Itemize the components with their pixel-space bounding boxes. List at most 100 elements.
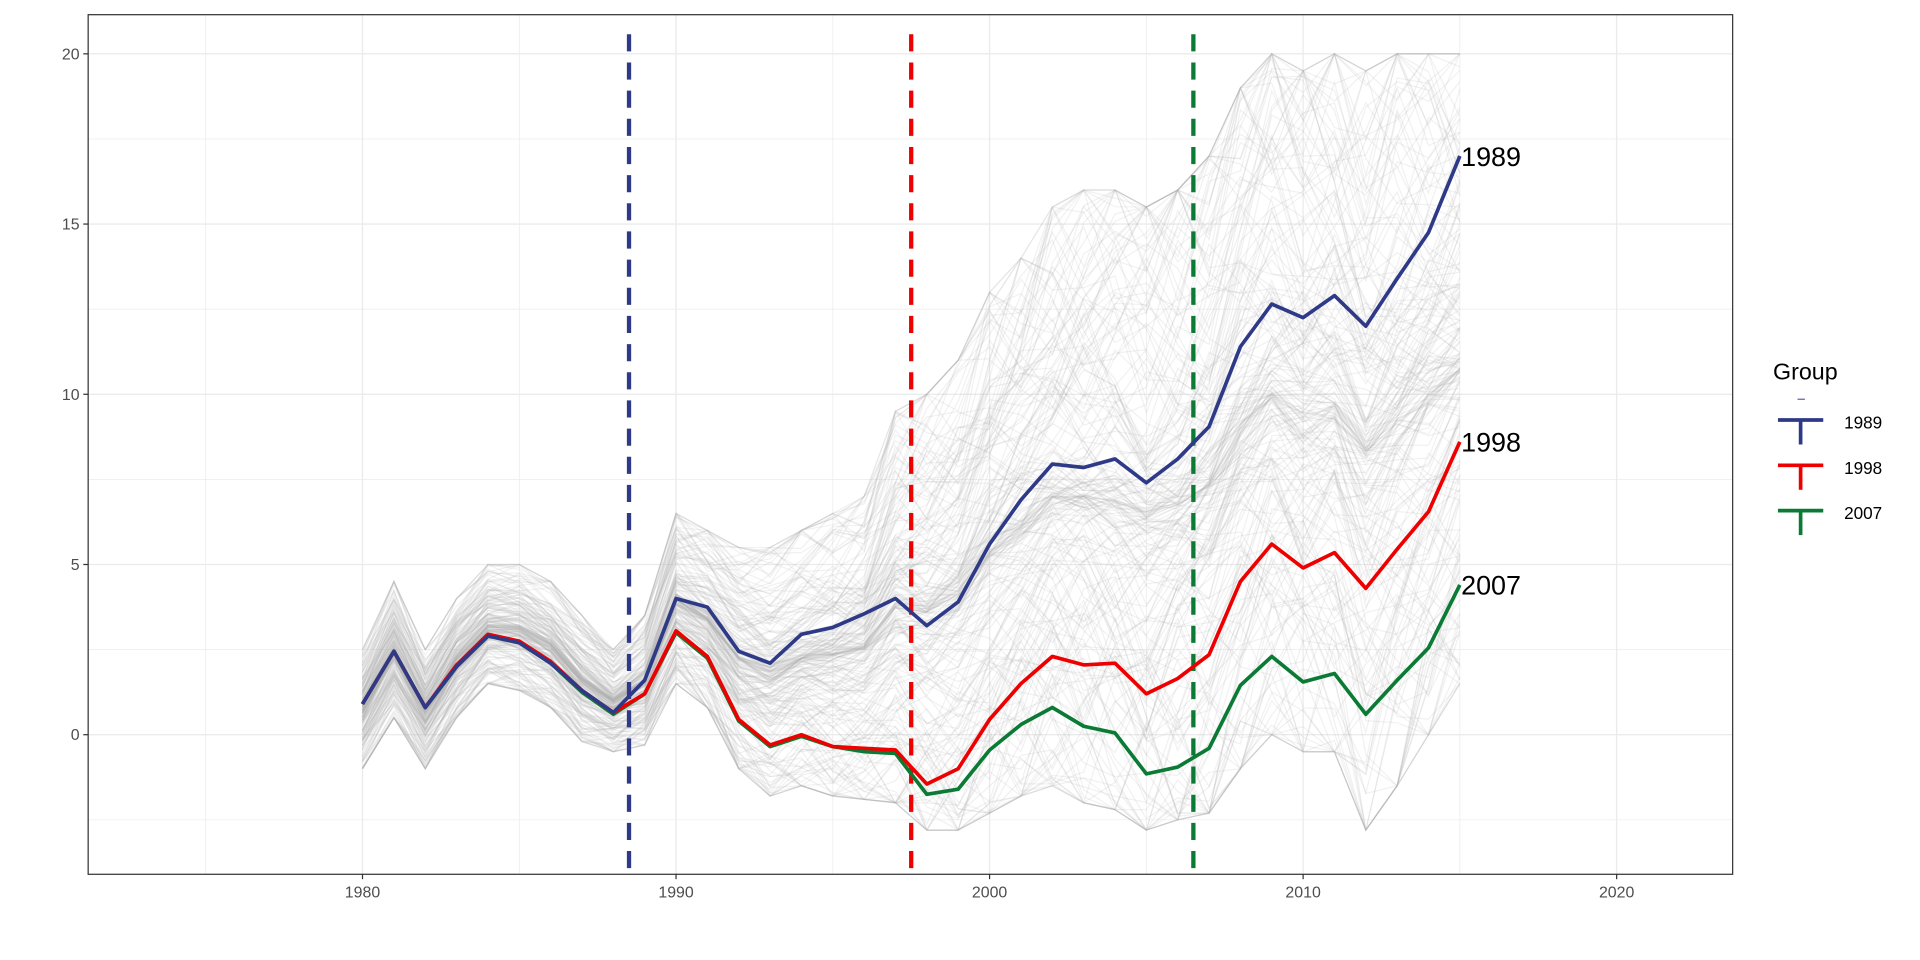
simulation-line xyxy=(361,82,1460,711)
simulation-line xyxy=(361,243,1461,711)
simulation-line xyxy=(361,228,1461,713)
y-tick-label: 15 xyxy=(62,217,80,234)
grid xyxy=(88,14,1733,875)
simulation-line xyxy=(361,372,1461,697)
legend-item-2007: 2007 xyxy=(1777,503,1882,536)
simulation-line xyxy=(361,356,1461,797)
simulation-line xyxy=(361,53,1461,708)
simulation-line xyxy=(361,460,1461,832)
legend-label: 2007 xyxy=(1844,503,1882,523)
y-tick-label: 0 xyxy=(71,727,80,744)
x-axis: 1980 1990 2000 2010 2020 xyxy=(345,874,1635,902)
simulation-line xyxy=(361,587,1461,832)
simulation-line xyxy=(361,368,1461,666)
simulation-line xyxy=(361,317,1461,669)
simulation-line xyxy=(361,232,1461,701)
simulation-line xyxy=(361,567,1461,832)
simulation-line xyxy=(361,52,1461,693)
simulation-line xyxy=(361,419,1461,793)
simulation-line xyxy=(361,447,1461,797)
simulation-line xyxy=(361,396,1461,720)
simulation-line xyxy=(361,52,1461,711)
simulation-line xyxy=(361,291,1461,730)
simulation-line xyxy=(361,53,1461,723)
simulation-line xyxy=(361,102,1461,702)
simulation-line xyxy=(361,379,1461,832)
simulation-line xyxy=(361,520,1461,819)
simulation-line xyxy=(361,352,1461,702)
y-axis: 0 5 10 15 20 xyxy=(62,46,89,744)
simulation-line xyxy=(361,476,1461,760)
legend-item-1989: 1989 xyxy=(1777,413,1882,445)
simulation-line xyxy=(361,166,1461,705)
simulation-line xyxy=(361,202,1461,705)
simulation-line xyxy=(361,527,1461,831)
simulation-line xyxy=(361,553,1461,821)
simulation-line xyxy=(361,552,1461,831)
legend: Group 1989 1998 2007 xyxy=(1773,359,1882,536)
legend-title: Group xyxy=(1773,359,1838,385)
simulation-line xyxy=(361,86,1461,705)
simulation-line xyxy=(361,208,1461,676)
simulation-line xyxy=(361,205,1461,673)
x-tick-label: 1980 xyxy=(345,885,381,902)
simulation-line xyxy=(361,403,1461,814)
simulation-line xyxy=(361,417,1461,728)
simulation-line xyxy=(361,93,1461,734)
simulation-line xyxy=(361,393,1461,826)
simulation-line xyxy=(361,594,1461,832)
simulation-line xyxy=(361,51,1461,658)
simulation-line xyxy=(361,278,1461,737)
simulation-line xyxy=(361,599,1461,832)
end-label-2007: 2007 xyxy=(1461,571,1521,601)
simulation-line xyxy=(361,263,1460,705)
x-tick-label: 2020 xyxy=(1599,885,1635,902)
simulation-line xyxy=(361,468,1461,770)
simulation-line xyxy=(361,311,1461,708)
simulation-line xyxy=(361,548,1461,832)
simulation-line xyxy=(361,463,1461,791)
simulation-line xyxy=(361,189,1461,697)
simulation-line xyxy=(361,463,1461,770)
simulation-line xyxy=(361,368,1461,707)
x-tick-label: 1990 xyxy=(658,885,694,902)
y-tick-label: 20 xyxy=(62,46,80,63)
simulation-line xyxy=(361,107,1461,714)
simulation-line xyxy=(361,529,1461,797)
simulation-line xyxy=(361,330,1461,727)
simulation-line xyxy=(361,477,1461,701)
simulation-line xyxy=(361,382,1461,679)
simulation-line xyxy=(361,570,1461,831)
simulation-line xyxy=(361,294,1461,742)
simulation-line xyxy=(361,421,1461,713)
legend-item-1998: 1998 xyxy=(1777,458,1882,490)
simulation-line xyxy=(361,291,1461,692)
simulation-line xyxy=(361,408,1460,755)
legend-label: 1998 xyxy=(1844,458,1882,478)
simulation-line xyxy=(361,555,1460,750)
simulation-line xyxy=(361,298,1460,711)
plot-border xyxy=(87,14,1734,875)
end-label-1989: 1989 xyxy=(1461,142,1521,172)
series-lines xyxy=(360,155,1462,797)
simulation-line xyxy=(361,501,1461,832)
simulation-line xyxy=(361,136,1460,697)
simulation-line xyxy=(361,568,1461,831)
simulation-line xyxy=(361,86,1461,709)
simulation-line xyxy=(361,208,1461,715)
end-label-1998: 1998 xyxy=(1461,428,1521,458)
x-tick-label: 2000 xyxy=(972,885,1008,902)
end-labels: 1989 1998 2007 xyxy=(1461,142,1521,601)
simulation-line xyxy=(361,397,1461,732)
simulation-line xyxy=(361,368,1461,711)
simulation-line xyxy=(361,182,1461,731)
simulation-line xyxy=(361,206,1461,695)
legend-label: 1989 xyxy=(1844,413,1882,433)
x-tick-label: 2010 xyxy=(1285,885,1321,902)
simulation-line xyxy=(361,52,1460,701)
group-vlines xyxy=(626,34,1196,875)
simulation-line xyxy=(361,456,1461,832)
simulation-line xyxy=(361,489,1461,798)
simulation-line xyxy=(361,53,1460,770)
simulation-line xyxy=(361,251,1461,688)
